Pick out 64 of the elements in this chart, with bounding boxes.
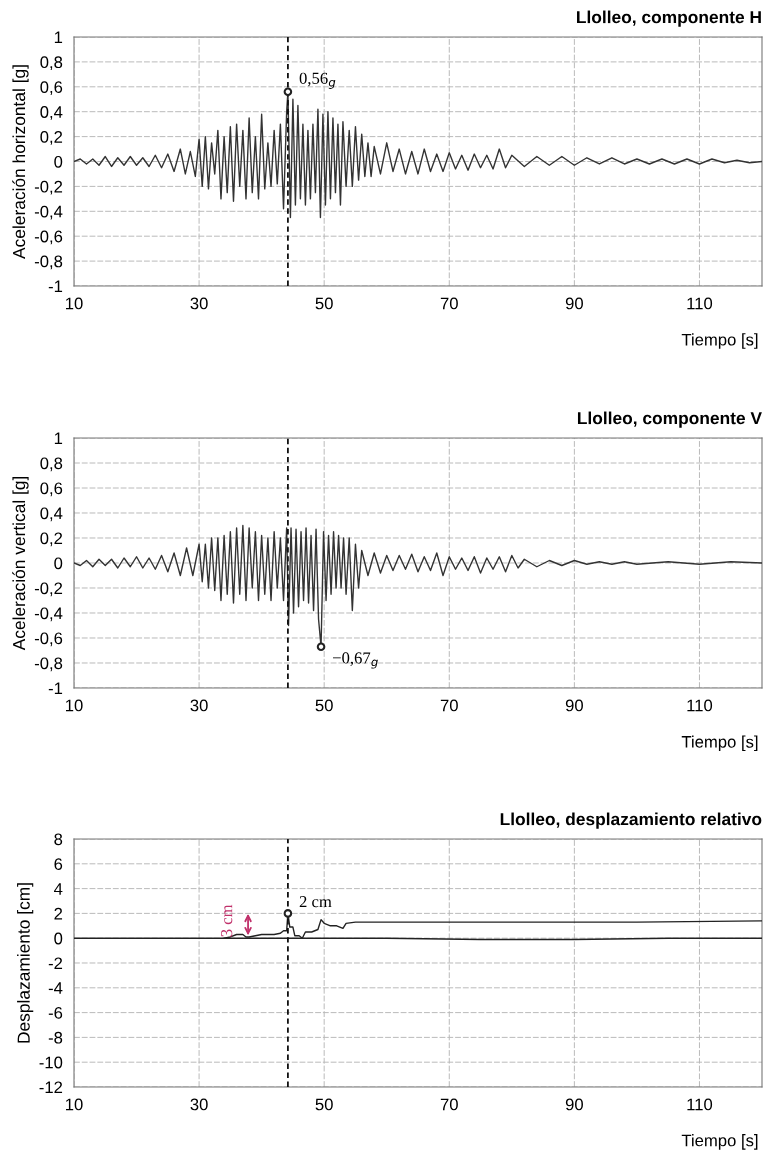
- x-tick-label: 30: [190, 297, 208, 310]
- y-tick-label: -0,6: [34, 230, 63, 245]
- x-axis-title: Tiempo [s]: [681, 333, 758, 349]
- y-tick-label: -1: [48, 682, 63, 695]
- x-tick-label: 30: [190, 1098, 208, 1111]
- y-tick-label: 0,4: [40, 106, 63, 120]
- y-tick-label: 0,8: [40, 457, 63, 472]
- y-tick-label: 0,6: [40, 482, 63, 497]
- y-tick-label: 0: [54, 932, 63, 945]
- y-tick-label: 1: [54, 31, 63, 44]
- chart-title: Llolleo, componente H: [577, 10, 761, 27]
- x-tick-label: 10: [66, 699, 83, 712]
- y-tick-label: 8: [54, 833, 63, 846]
- y-tick-label: -10: [39, 1056, 63, 1069]
- x-tick-label: 90: [565, 297, 583, 310]
- x-tick-label: 30: [190, 699, 208, 712]
- y-tick-label: 1: [54, 432, 63, 445]
- y-tick-label: 0,2: [40, 532, 63, 547]
- x-tick-label: 110: [687, 1098, 713, 1111]
- y-tick-label: -12: [39, 1081, 63, 1094]
- data-label: 0,56$_{g}$: [299, 72, 336, 89]
- x-tick-label: 90: [565, 699, 583, 712]
- y-tick-label: 0,8: [40, 56, 63, 71]
- x-tick-label: 50: [315, 297, 333, 310]
- y-tick-label: 4: [54, 883, 63, 895]
- x-tick-label: 110: [687, 699, 713, 712]
- y-tick-label: -0,4: [34, 205, 63, 220]
- y-tick-label: -0,8: [34, 255, 63, 270]
- annotation: 3 cm: [221, 904, 233, 937]
- y-axis-title: Aceleración horizontal [g]: [12, 65, 29, 259]
- x-tick-label: 10: [66, 297, 83, 310]
- y-axis-title: Desplazamiento [cm]: [17, 883, 34, 1043]
- data-label: 2 cm: [299, 896, 332, 908]
- y-tick-label: -4: [48, 982, 63, 994]
- y-tick-label: 0: [54, 155, 63, 168]
- y-axis-title: Aceleración vertical [g]: [12, 476, 29, 651]
- y-tick-label: -0,2: [34, 180, 63, 195]
- y-tick-label: -1: [48, 280, 63, 293]
- x-tick-label: 90: [565, 1098, 583, 1111]
- y-tick-label: -0,4: [34, 607, 63, 622]
- y-tick-label: 0: [54, 557, 63, 570]
- x-tick-label: 70: [440, 1098, 458, 1111]
- x-tick-label: 50: [315, 699, 333, 712]
- y-tick-label: 0,4: [40, 507, 63, 522]
- y-tick-label: -8: [48, 1031, 63, 1044]
- x-tick-label: 70: [440, 297, 458, 310]
- y-tick-label: -0,2: [34, 582, 63, 597]
- chart-title: Llolleo, componente V: [577, 411, 762, 428]
- y-tick-label: 0,2: [40, 131, 63, 145]
- y-tick-label: -0,6: [34, 632, 63, 647]
- data-label: −0,67$_{g}$: [333, 652, 378, 669]
- x-axis-title: Tiempo [s]: [681, 735, 758, 752]
- x-tick-label: 10: [66, 1098, 83, 1111]
- x-tick-label: 110: [687, 297, 713, 310]
- chart-title: Llolleo, desplazamiento relativo: [500, 812, 762, 829]
- y-tick-label: 0,6: [40, 81, 63, 95]
- y-tick-label: 6: [54, 858, 63, 870]
- x-tick-label: 70: [440, 699, 458, 712]
- x-tick-label: 50: [315, 1098, 333, 1111]
- y-tick-label: -6: [48, 1007, 63, 1019]
- y-tick-label: 2: [54, 907, 63, 920]
- x-axis-title: Tiempo [s]: [681, 1134, 758, 1150]
- y-tick-label: -0,8: [34, 657, 63, 672]
- y-tick-label: -2: [48, 957, 63, 970]
